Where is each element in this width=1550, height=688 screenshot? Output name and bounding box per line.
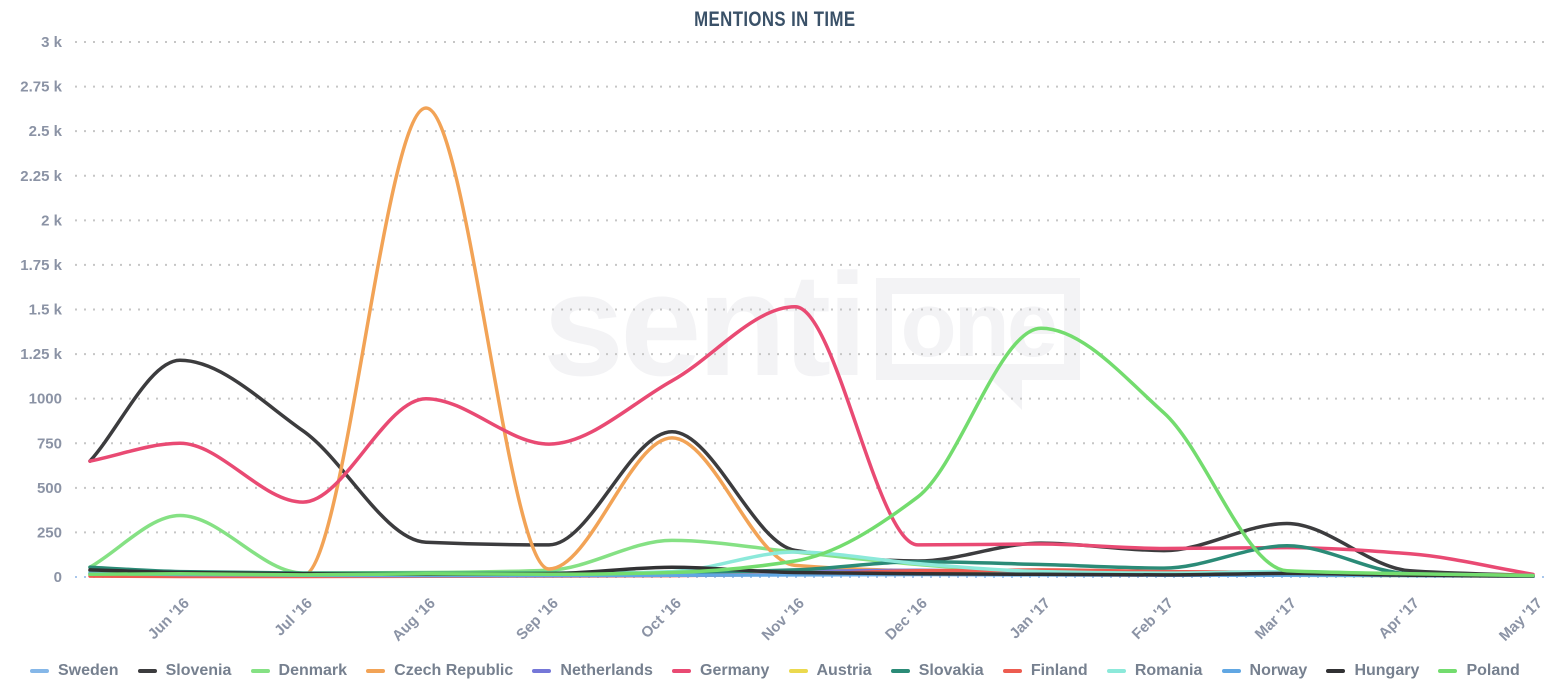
legend-item-slovakia[interactable]: Slovakia bbox=[890, 662, 984, 680]
series-line-germany bbox=[88, 305, 1535, 577]
legend-label-germany: Germany bbox=[700, 662, 770, 679]
legend-label-romania: Romania bbox=[1134, 662, 1203, 679]
legend-label-denmark: Denmark bbox=[278, 662, 348, 679]
x-axis-label: May '17 bbox=[1496, 595, 1546, 645]
y-axis-label: 1.75 k bbox=[20, 257, 62, 274]
legend-item-denmark[interactable]: Denmark bbox=[250, 662, 348, 680]
legend-item-austria[interactable]: Austria bbox=[788, 662, 872, 680]
x-axis-label: Aug '16 bbox=[389, 595, 439, 645]
y-axis-label: 3 k bbox=[41, 34, 63, 51]
legend-item-norway[interactable]: Norway bbox=[1221, 662, 1308, 680]
x-axis-label: Jun '16 bbox=[145, 595, 193, 643]
legend: Sweden Slovenia Denmark Czech Republic Nethe… bbox=[0, 662, 1550, 680]
legend-label-netherlands: Netherlands bbox=[560, 662, 653, 679]
legend-label-norway: Norway bbox=[1249, 662, 1308, 679]
legend-label-austria: Austria bbox=[816, 662, 872, 679]
legend-swatch-finland bbox=[1002, 669, 1022, 673]
legend-label-sweden: Sweden bbox=[58, 662, 119, 679]
y-axis-label: 2.5 k bbox=[29, 123, 63, 140]
legend-item-romania[interactable]: Romania bbox=[1106, 662, 1203, 680]
legend-label-hungary: Hungary bbox=[1354, 662, 1420, 679]
legend-item-hungary[interactable]: Hungary bbox=[1326, 662, 1419, 680]
legend-swatch-slovenia bbox=[137, 669, 157, 673]
y-axis-label: 1.5 k bbox=[29, 302, 63, 319]
legend-label-czech-republic: Czech Republic bbox=[394, 662, 514, 679]
chart-title-text: MENTIONS IN TIME bbox=[694, 8, 856, 31]
legend-label-slovenia: Slovenia bbox=[165, 662, 232, 679]
legend-item-poland[interactable]: Poland bbox=[1438, 662, 1520, 680]
legend-item-finland[interactable]: Finland bbox=[1002, 662, 1088, 680]
y-axis-label: 2.75 k bbox=[20, 79, 62, 96]
y-axis-label: 750 bbox=[37, 435, 62, 452]
y-axis-label: 250 bbox=[37, 524, 62, 541]
series-line-czech-republic bbox=[88, 106, 1535, 578]
x-axis-label: Mar '17 bbox=[1252, 595, 1300, 643]
legend-swatch-norway bbox=[1221, 669, 1241, 673]
legend-swatch-czech-republic bbox=[366, 669, 386, 673]
legend-swatch-germany bbox=[672, 669, 691, 673]
x-axis-label: Feb '17 bbox=[1129, 595, 1177, 643]
legend-item-slovenia[interactable]: Slovenia bbox=[137, 662, 232, 680]
x-axis-label: Sep '16 bbox=[513, 595, 562, 644]
y-axis-label: 2 k bbox=[41, 212, 63, 229]
legend-swatch-austria bbox=[788, 669, 808, 673]
page-title: MENTIONS IN TIME bbox=[0, 8, 1550, 32]
legend-label-poland: Poland bbox=[1466, 662, 1520, 679]
x-axis-label: Jul '16 bbox=[271, 595, 316, 640]
x-axis-label: Dec '16 bbox=[882, 595, 931, 644]
y-axis-label: 1000 bbox=[29, 391, 62, 408]
legend-item-netherlands[interactable]: Netherlands bbox=[532, 662, 653, 680]
mentions-line-chart: 0 250 500 750 1000 1.25 k 1.5 k 1.75 k 2 k 2.25 k… bbox=[20, 34, 1546, 645]
y-axis-label: 0 bbox=[54, 569, 62, 586]
x-axis-label: Oct '16 bbox=[638, 595, 685, 642]
legend-label-finland: Finland bbox=[1030, 662, 1088, 679]
legend-swatch-sweden bbox=[30, 669, 49, 673]
x-axis-label: Nov '16 bbox=[758, 595, 807, 644]
x-axis-label: Apr '17 bbox=[1375, 595, 1423, 643]
series-line-poland bbox=[88, 326, 1535, 578]
legend-swatch-hungary bbox=[1326, 669, 1346, 673]
legend-swatch-romania bbox=[1106, 669, 1126, 673]
y-axis-label: 1.25 k bbox=[20, 346, 62, 363]
legend-swatch-slovakia bbox=[890, 669, 910, 673]
legend-label-slovakia: Slovakia bbox=[918, 662, 984, 679]
y-axis-label: 2.25 k bbox=[20, 168, 62, 185]
legend-swatch-poland bbox=[1438, 669, 1458, 673]
legend-item-germany[interactable]: Germany bbox=[672, 662, 769, 680]
series-line-slovenia bbox=[88, 358, 1535, 578]
legend-swatch-netherlands bbox=[532, 669, 552, 673]
legend-item-sweden[interactable]: Sweden bbox=[30, 662, 118, 680]
x-axis-label: Jan '17 bbox=[1006, 595, 1054, 643]
legend-item-czech-republic[interactable]: Czech Republic bbox=[366, 662, 513, 680]
y-axis-label: 500 bbox=[37, 480, 62, 497]
legend-swatch-denmark bbox=[250, 669, 270, 673]
